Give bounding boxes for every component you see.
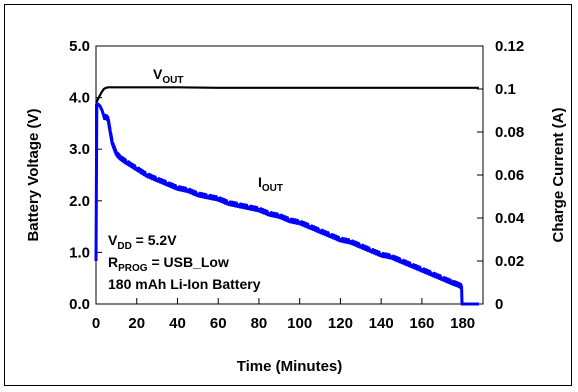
x-axis-title: Time (Minutes) — [237, 358, 343, 375]
series-vout-line — [95, 86, 479, 104]
x-tick-label: 140 — [369, 315, 394, 332]
x-tick-label: 20 — [128, 315, 145, 332]
series-layer — [94, 86, 479, 306]
x-tick-label: 100 — [287, 315, 312, 332]
y-axis-ticks: 0.0 1.0 2.0 3.0 4.0 5.0 — [69, 38, 102, 313]
x-tick-label: 80 — [251, 315, 268, 332]
test-conditions: VDD = 5.2V RPROG = USB_Low 180 mAh Li-Io… — [108, 232, 261, 292]
x-tick-label: 0 — [92, 315, 100, 332]
vout-label: VOUT — [153, 66, 183, 86]
condition-battery: 180 mAh Li-Ion Battery — [108, 276, 261, 292]
iout-label: IOUT — [258, 174, 283, 194]
condition-vdd: VDD = 5.2V — [108, 232, 177, 252]
y2-axis-title: Charge Current (A) — [550, 107, 567, 242]
condition-rprog: RPROG = USB_Low — [108, 254, 229, 274]
y2-tick-label: 0.12 — [495, 38, 524, 55]
y-tick-label: 4.0 — [69, 90, 90, 107]
x-tick-label: 60 — [210, 315, 227, 332]
chart-frame — [4, 4, 572, 386]
y-axis-title: Battery Voltage (V) — [25, 108, 42, 241]
y2-tick-label: 0 — [495, 296, 503, 313]
y2-tick-label: 0.06 — [495, 167, 524, 184]
x-tick-label: 120 — [328, 315, 353, 332]
y2-tick-label: 0.08 — [495, 124, 524, 141]
y-tick-label: 3.0 — [69, 141, 90, 158]
y2-tick-label: 0.04 — [495, 210, 525, 227]
series-iout-line — [94, 102, 479, 306]
y2-tick-label: 0.1 — [495, 81, 516, 98]
x-tick-label: 40 — [169, 315, 186, 332]
y-tick-label: 2.0 — [69, 193, 90, 210]
x-tick-label: 160 — [409, 315, 434, 332]
x-axis-ticks: 0 20 40 60 80 100 120 140 160 180 — [92, 298, 475, 332]
x-tick-label: 180 — [450, 315, 475, 332]
y2-axis-ticks: 0 0.02 0.04 0.06 0.08 0.1 0.12 — [477, 38, 525, 313]
y-tick-label: 5.0 — [69, 38, 90, 55]
y2-tick-label: 0.02 — [495, 253, 524, 270]
y-tick-label: 0.0 — [69, 296, 90, 313]
y-tick-label: 1.0 — [69, 244, 90, 261]
